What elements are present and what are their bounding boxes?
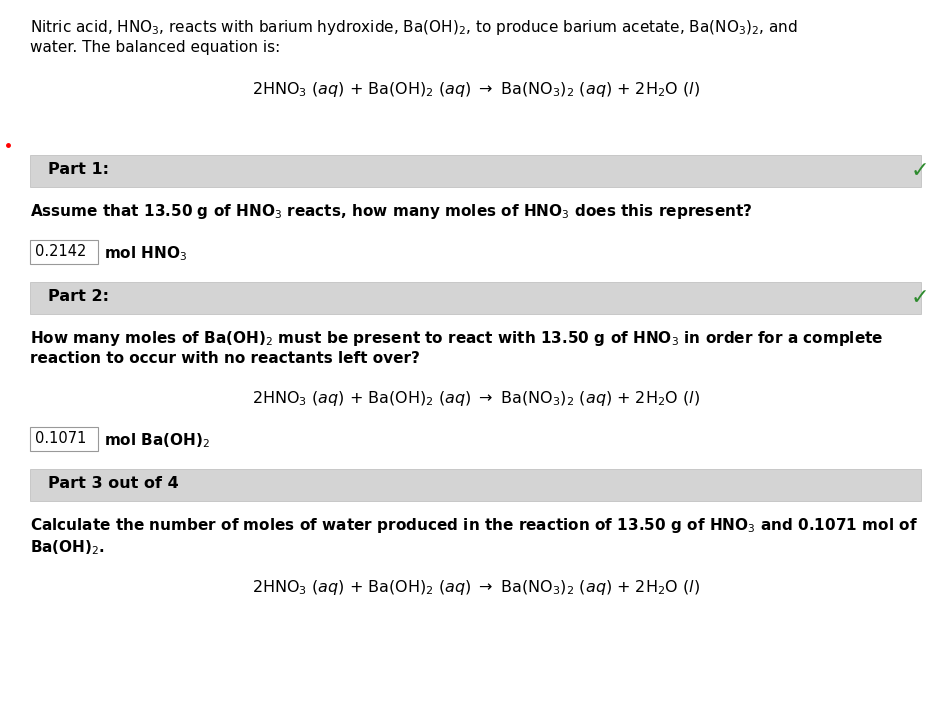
- Text: water. The balanced equation is:: water. The balanced equation is:: [30, 40, 281, 55]
- Text: Ba(OH)$_2$.: Ba(OH)$_2$.: [30, 538, 106, 557]
- Text: Part 3 out of 4: Part 3 out of 4: [48, 476, 179, 491]
- Text: 2HNO$_3$ $(aq)$ + Ba(OH)$_2$ $(aq)$ $\rightarrow$ Ba(NO$_3$)$_2$ $(aq)$ + 2H$_2$: 2HNO$_3$ $(aq)$ + Ba(OH)$_2$ $(aq)$ $\ri…: [252, 80, 700, 99]
- Text: Part 2:: Part 2:: [48, 289, 109, 304]
- Text: 2HNO$_3$ $(aq)$ + Ba(OH)$_2$ $(aq)$ $\rightarrow$ Ba(NO$_3$)$_2$ $(aq)$ + 2H$_2$: 2HNO$_3$ $(aq)$ + Ba(OH)$_2$ $(aq)$ $\ri…: [252, 578, 700, 597]
- FancyBboxPatch shape: [30, 155, 921, 187]
- Text: 0.1071: 0.1071: [35, 431, 87, 446]
- Text: How many moles of Ba(OH)$_2$ must be present to react with 13.50 g of HNO$_3$ in: How many moles of Ba(OH)$_2$ must be pre…: [30, 329, 883, 348]
- Text: Part 1:: Part 1:: [48, 162, 109, 177]
- FancyBboxPatch shape: [30, 427, 98, 451]
- FancyBboxPatch shape: [30, 282, 921, 314]
- Text: Nitric acid, HNO$_3$, reacts with barium hydroxide, Ba(OH)$_2$, to produce bariu: Nitric acid, HNO$_3$, reacts with barium…: [30, 18, 798, 37]
- Text: Calculate the number of moles of water produced in the reaction of 13.50 g of HN: Calculate the number of moles of water p…: [30, 516, 918, 535]
- Text: reaction to occur with no reactants left over?: reaction to occur with no reactants left…: [30, 351, 420, 366]
- Text: ✓: ✓: [911, 161, 929, 181]
- Text: 2HNO$_3$ $(aq)$ + Ba(OH)$_2$ $(aq)$ $\rightarrow$ Ba(NO$_3$)$_2$ $(aq)$ + 2H$_2$: 2HNO$_3$ $(aq)$ + Ba(OH)$_2$ $(aq)$ $\ri…: [252, 389, 700, 408]
- FancyBboxPatch shape: [30, 240, 98, 264]
- Text: mol HNO$_3$: mol HNO$_3$: [104, 244, 187, 263]
- Text: 0.2142: 0.2142: [35, 244, 87, 259]
- FancyBboxPatch shape: [30, 469, 921, 501]
- Text: mol Ba(OH)$_2$: mol Ba(OH)$_2$: [104, 431, 210, 450]
- Text: Assume that 13.50 g of HNO$_3$ reacts, how many moles of HNO$_3$ does this repre: Assume that 13.50 g of HNO$_3$ reacts, h…: [30, 202, 752, 221]
- Text: ✓: ✓: [911, 288, 929, 308]
